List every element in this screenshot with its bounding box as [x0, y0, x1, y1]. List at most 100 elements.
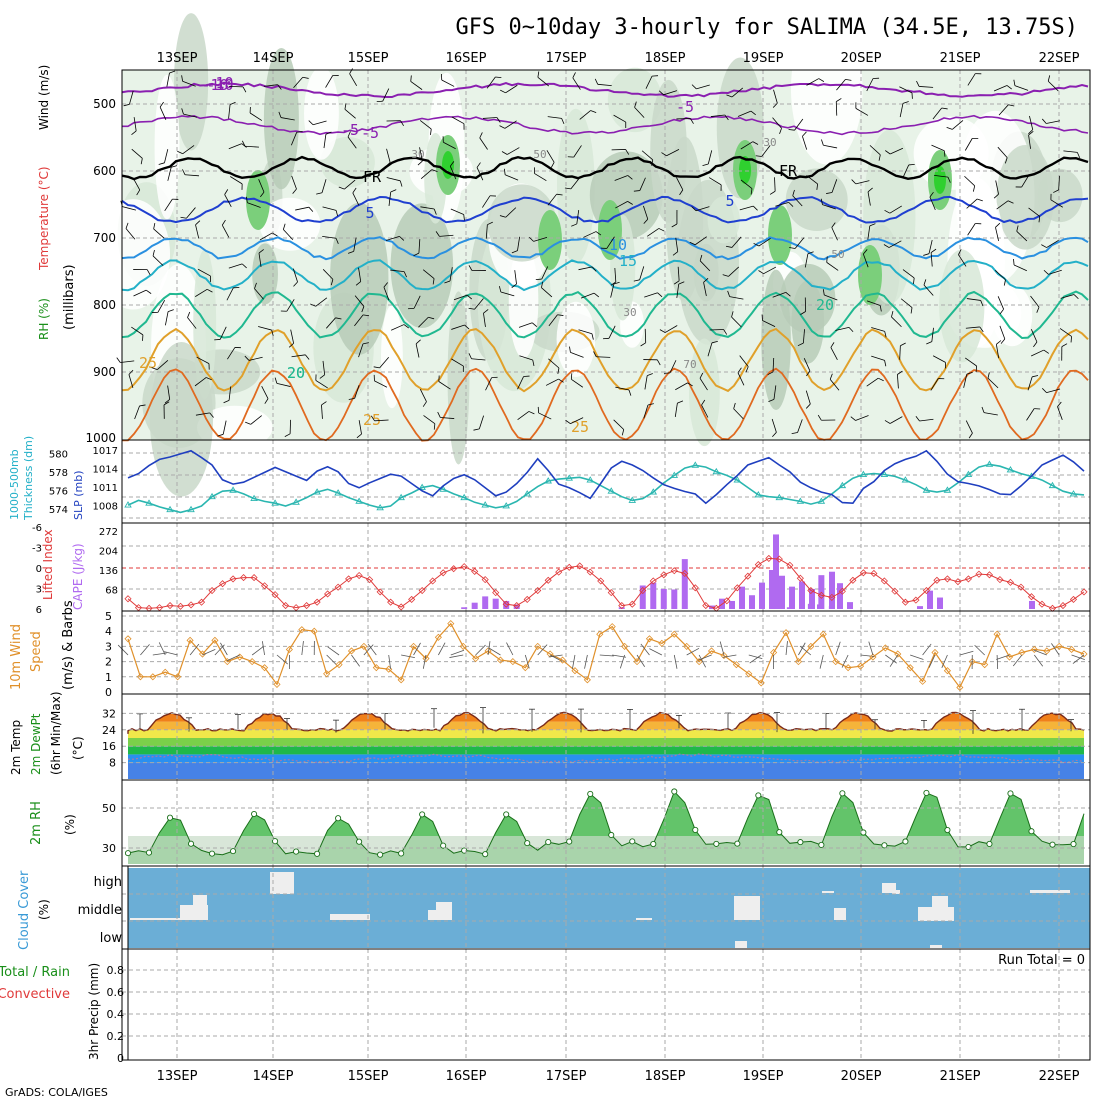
wind-barb	[739, 355, 749, 367]
wind-barb-flag	[725, 245, 732, 248]
wind-barb	[983, 412, 998, 416]
wind-barb-flag	[1038, 216, 1041, 223]
lifted-index-point	[670, 567, 678, 575]
wind-barb	[866, 300, 881, 306]
wind-barb	[573, 145, 582, 158]
wind10m-barb	[841, 654, 849, 668]
wind-barb-flag	[241, 143, 247, 148]
wind10m-point	[844, 664, 852, 672]
wind10m-barb	[163, 651, 178, 656]
wind10m-barb	[640, 643, 650, 656]
wind-barb	[228, 386, 232, 401]
wind-barb-flag	[768, 398, 775, 402]
wind-barb-flag	[347, 131, 351, 138]
wind-barb	[871, 327, 885, 332]
wind10m-point	[1030, 645, 1038, 654]
wind-barb	[449, 267, 453, 282]
date-label-top: 15SEP	[348, 51, 389, 66]
lifted-index-point	[660, 571, 668, 579]
lifted-index-point	[239, 574, 248, 582]
wind-barb-flag	[647, 403, 654, 406]
wind-barb	[663, 90, 678, 96]
rh2m-point	[965, 843, 972, 851]
isotherm-label: 70	[683, 358, 696, 371]
slp-line	[127, 449, 1085, 505]
wind-barb	[806, 175, 818, 185]
cape-bar	[769, 570, 775, 609]
li-tick-label: -6	[32, 523, 42, 534]
lifted-index-point	[943, 575, 951, 583]
wind-barb	[701, 404, 709, 418]
wind-barb-flag	[260, 191, 265, 198]
cloud-level-label: middle	[78, 903, 122, 918]
wind-barb	[1059, 328, 1072, 337]
wind-barb-flag	[159, 101, 164, 108]
wind-barb-flag	[910, 307, 913, 314]
isotherm-label: 30	[763, 136, 776, 149]
wind-barb	[1029, 115, 1034, 130]
wind-barb	[352, 192, 360, 206]
rh2m-point	[608, 831, 615, 839]
wind-barb	[965, 420, 973, 434]
wind10m-point	[397, 676, 405, 684]
wind10m-barb	[1012, 654, 1023, 667]
wind-barb	[441, 79, 455, 87]
li-tick-label: -3	[32, 544, 42, 555]
wind-barb-flag	[410, 75, 412, 82]
lifted-index-point	[964, 575, 973, 583]
isotherm-label: -5	[361, 124, 379, 142]
wind-barb	[1027, 376, 1033, 391]
thickness-point	[187, 505, 195, 513]
wind-barb-flag	[561, 118, 565, 125]
panel-frame	[127, 865, 1091, 1061]
lifted-index-point	[429, 577, 437, 585]
wind-barb	[386, 148, 391, 163]
cloud-block	[834, 908, 846, 920]
wind10m-point	[409, 642, 418, 650]
wind-barb-flag	[818, 78, 825, 82]
wind-barb	[390, 324, 405, 331]
wind-barb-flag	[532, 322, 538, 327]
wind-barb	[478, 415, 485, 430]
temp-band	[128, 762, 1084, 779]
lifted-index-point	[880, 577, 888, 585]
wind-barb-flag	[550, 162, 555, 168]
wind-barb	[866, 377, 879, 387]
wind-barb-flag	[293, 281, 298, 287]
wind-barb-flag	[772, 432, 777, 438]
wind-barb-flag	[206, 377, 212, 381]
wind10m-barb	[974, 644, 985, 656]
wind-barb-flag	[229, 101, 236, 106]
rh2m-point	[923, 789, 930, 796]
date-label-top: 21SEP	[940, 51, 981, 66]
wind-barb	[344, 108, 356, 119]
wind-barb-flag	[302, 76, 309, 79]
lifted-index-point	[187, 601, 195, 609]
wind-barb	[322, 269, 334, 280]
isotherm-label: 5	[365, 204, 374, 222]
wind-barb	[517, 236, 521, 251]
wind-barb-flag	[701, 399, 706, 406]
wind-barb	[153, 228, 165, 239]
thickness-point	[334, 489, 342, 496]
isotherm-label: FR	[363, 168, 382, 186]
wind10m-point	[149, 673, 157, 681]
wind-barb	[347, 136, 357, 149]
wind-barb	[322, 236, 337, 239]
wind-barb-flag	[463, 214, 465, 221]
wind-barb-flag	[195, 220, 201, 226]
lifted-index-point	[765, 554, 773, 562]
wind-barb-flag	[444, 280, 451, 284]
date-label-top: 14SEP	[253, 51, 294, 66]
date-label-top: 17SEP	[546, 51, 587, 66]
wind10m-tick-label: 1	[105, 671, 112, 684]
wind-barb	[443, 141, 456, 150]
wind-barb-flag	[136, 189, 141, 196]
wind-barb	[862, 253, 869, 268]
wind-barb-flag	[806, 370, 811, 377]
lifted-index-point	[828, 593, 836, 601]
wind-barb-flag	[878, 377, 884, 382]
wind-barb	[836, 79, 846, 91]
wind-barb	[729, 296, 744, 300]
wind10m-barb	[117, 644, 129, 656]
